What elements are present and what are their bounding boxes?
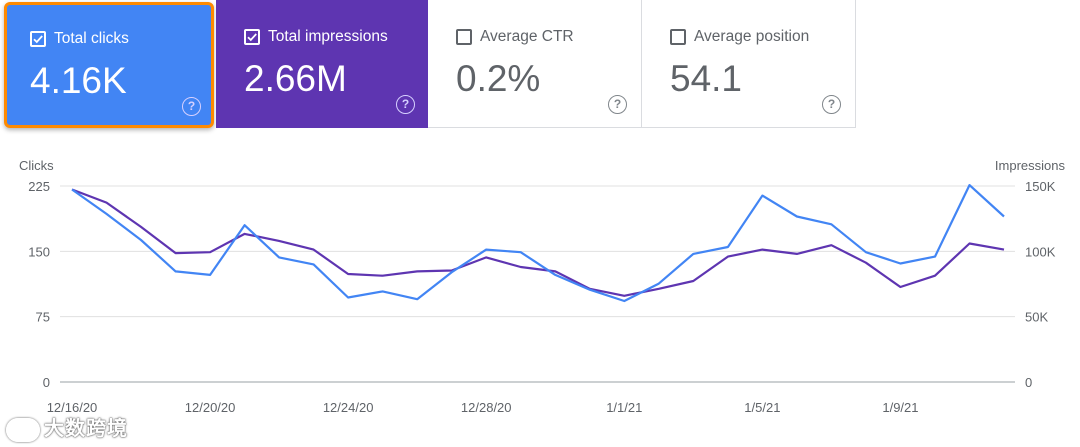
checkbox-checked-icon[interactable] (244, 29, 260, 45)
left-tick-label: 0 (43, 375, 50, 390)
x-tick-label: 1/1/21 (606, 400, 642, 415)
right-axis-title: Impressions (995, 158, 1066, 173)
left-tick-label: 150 (28, 244, 50, 259)
checkbox-unchecked-icon[interactable] (670, 29, 686, 45)
average-ctr-value: 0.2% (456, 58, 541, 99)
help-icon[interactable]: ? (396, 95, 415, 114)
left-tick-label: 75 (36, 310, 50, 325)
checkbox-checked-icon[interactable] (30, 31, 46, 47)
x-tick-label: 12/20/20 (185, 400, 236, 415)
total-clicks-card[interactable]: Total clicks 4.16K ? (4, 2, 214, 128)
right-tick-label: 50K (1025, 310, 1048, 325)
average-ctr-label: Average CTR (480, 28, 574, 45)
total-impressions-value: 2.66M (244, 58, 347, 99)
x-tick-label: 12/28/20 (461, 400, 512, 415)
average-position-value: 54.1 (670, 58, 743, 99)
total-impressions-label: Total impressions (268, 28, 388, 45)
average-position-label: Average position (694, 28, 810, 45)
checkbox-unchecked-icon[interactable] (456, 29, 472, 45)
watermark: 大数跨境 (6, 412, 128, 442)
right-tick-label: 150K (1025, 179, 1056, 194)
performance-line-chart[interactable]: Clicks Impressions 0 0 75 50K 150 100K 225 150K 12… (0, 140, 1080, 415)
help-icon[interactable]: ? (608, 95, 627, 114)
total-impressions-card[interactable]: Total impressions 2.66M ? (216, 0, 428, 128)
total-clicks-value: 4.16K (30, 60, 127, 101)
left-tick-label: 225 (28, 179, 50, 194)
brand-logo-icon (6, 417, 40, 442)
right-tick-label: 0 (1025, 375, 1032, 390)
left-axis-title: Clicks (19, 158, 54, 173)
help-icon[interactable]: ? (822, 95, 841, 114)
impressions-series-line (71, 188, 1005, 297)
watermark-text: 大数跨境 (44, 418, 128, 440)
help-icon[interactable]: ? (182, 97, 201, 116)
x-tick-label: 1/5/21 (744, 400, 780, 415)
average-position-card[interactable]: Average position 54.1 ? (642, 0, 856, 128)
clicks-series-line (71, 183, 1005, 303)
x-tick-label: 1/9/21 (882, 400, 918, 415)
average-ctr-card[interactable]: Average CTR 0.2% ? (428, 0, 642, 128)
x-tick-label: 12/24/20 (323, 400, 374, 415)
x-tick-label: 12/16/20 (47, 400, 98, 415)
right-tick-label: 100K (1025, 244, 1056, 259)
metric-cards: Total clicks 4.16K ? Total impressions 2… (0, 0, 1080, 128)
total-clicks-label: Total clicks (54, 30, 129, 47)
